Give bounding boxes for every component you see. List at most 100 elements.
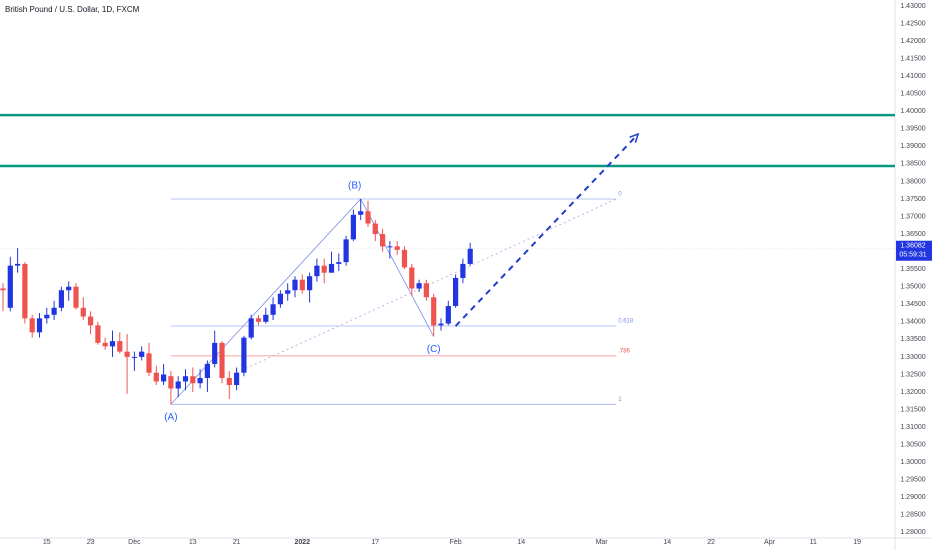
- fib-label: 0: [618, 192, 622, 198]
- y-tick-label: 1.37500: [900, 196, 925, 203]
- candle-body: [350, 214, 357, 240]
- fib-label: .786: [618, 348, 630, 354]
- y-tick-label: 1.40500: [900, 91, 925, 98]
- projection-arrow: [454, 133, 639, 327]
- candle-body: [453, 277, 459, 307]
- candle-body: [226, 377, 232, 385]
- candle-body: [204, 363, 210, 378]
- y-tick-label: 1.39500: [900, 126, 925, 133]
- y-tick-label: 1.39000: [900, 143, 925, 150]
- x-tick-label: 17: [371, 539, 379, 546]
- y-tick-label: 1.41500: [900, 55, 925, 62]
- x-tick-label: 11: [810, 539, 817, 546]
- y-tick-label: 1.38500: [900, 161, 925, 168]
- x-tick-label: 23: [87, 539, 95, 546]
- candle-body: [263, 314, 269, 322]
- x-tick-label: 2022: [295, 539, 311, 546]
- candle-body: [131, 356, 137, 358]
- x-tick-label: 13: [189, 539, 197, 546]
- y-tick-label: 1.34500: [900, 301, 925, 308]
- y-tick-label: 1.28000: [900, 529, 925, 536]
- candle-body: [212, 342, 218, 364]
- candle-body: [66, 286, 72, 291]
- candle-body: [314, 265, 320, 277]
- candle-body: [277, 293, 283, 305]
- candle-body: [153, 372, 159, 382]
- candle-body: [365, 211, 371, 224]
- last-price-badge: [896, 240, 932, 261]
- last-price-label: 1.36082: [900, 243, 925, 250]
- candle-body: [58, 290, 64, 308]
- fib-label: 0.618: [618, 319, 634, 325]
- candle-body: [51, 307, 57, 315]
- candle-body: [380, 234, 386, 247]
- x-tick-label: 14: [663, 539, 671, 546]
- candle-body: [197, 377, 203, 384]
- x-tick-label: 15: [43, 539, 51, 546]
- candle-body: [292, 279, 298, 291]
- y-tick-label: 1.36500: [900, 231, 925, 238]
- candle-body: [394, 246, 400, 250]
- y-tick-label: 1.40000: [900, 108, 925, 115]
- x-tick-label: Dec: [128, 539, 141, 546]
- candle-body: [409, 267, 415, 289]
- candle-body: [270, 304, 276, 315]
- x-tick-label: 22: [707, 539, 715, 546]
- x-tick-label: 19: [853, 539, 861, 546]
- y-tick-label: 1.42500: [900, 20, 925, 27]
- candle-body: [248, 318, 254, 338]
- candle-body: [80, 307, 86, 317]
- candle-body: [343, 239, 349, 263]
- candle-body: [160, 374, 167, 382]
- y-tick-label: 1.37000: [900, 213, 925, 220]
- candle-body: [117, 341, 123, 352]
- y-tick-label: 1.32000: [900, 389, 925, 396]
- candle-body: [306, 276, 313, 291]
- candle-body: [182, 376, 189, 382]
- y-tick-label: 1.33000: [900, 354, 925, 361]
- candle-body: [321, 265, 327, 273]
- countdown: 05:59:31: [899, 252, 926, 259]
- x-tick-label: Mar: [596, 539, 609, 546]
- candle-body: [124, 351, 130, 357]
- candle-body: [372, 223, 378, 235]
- candle-body: [139, 351, 145, 357]
- wave-label: (A): [164, 412, 177, 423]
- y-tick-label: 1.31000: [900, 424, 925, 431]
- y-tick-label: 1.31500: [900, 406, 925, 413]
- candle-body: [102, 342, 108, 347]
- candle-body: [29, 318, 35, 333]
- x-tick-label: 21: [233, 539, 241, 546]
- candle-body: [175, 381, 181, 389]
- candle-body: [445, 306, 451, 324]
- candle-body: [285, 290, 291, 294]
- candle-body: [219, 342, 225, 378]
- candle-body: [146, 353, 152, 373]
- y-tick-label: 1.35000: [900, 284, 925, 291]
- candle-body: [431, 297, 437, 326]
- candle-body: [190, 376, 196, 384]
- candle-body: [109, 341, 116, 347]
- x-tick-label: 14: [517, 539, 525, 546]
- candle-body: [168, 376, 174, 389]
- wave-label: (B): [348, 181, 361, 192]
- candle-body: [358, 211, 364, 215]
- candle-body: [73, 286, 79, 308]
- y-tick-label: 1.41000: [900, 73, 925, 80]
- candle-body: [44, 314, 50, 319]
- x-tick-label: Feb: [450, 539, 462, 546]
- y-tick-label: 1.38000: [900, 178, 925, 185]
- candle-body: [438, 323, 444, 326]
- chart-title: British Pound / U.S. Dollar, 1D, FXCM: [5, 5, 140, 14]
- y-tick-label: 1.43000: [900, 3, 925, 10]
- candle-body: [95, 325, 101, 343]
- candle-body: [241, 337, 247, 373]
- candle-body: [0, 288, 6, 291]
- y-tick-label: 1.29000: [900, 494, 925, 501]
- y-tick-label: 1.30000: [900, 459, 925, 466]
- candle-body: [87, 316, 94, 326]
- y-tick-label: 1.28500: [900, 512, 925, 519]
- candle-body: [416, 283, 422, 289]
